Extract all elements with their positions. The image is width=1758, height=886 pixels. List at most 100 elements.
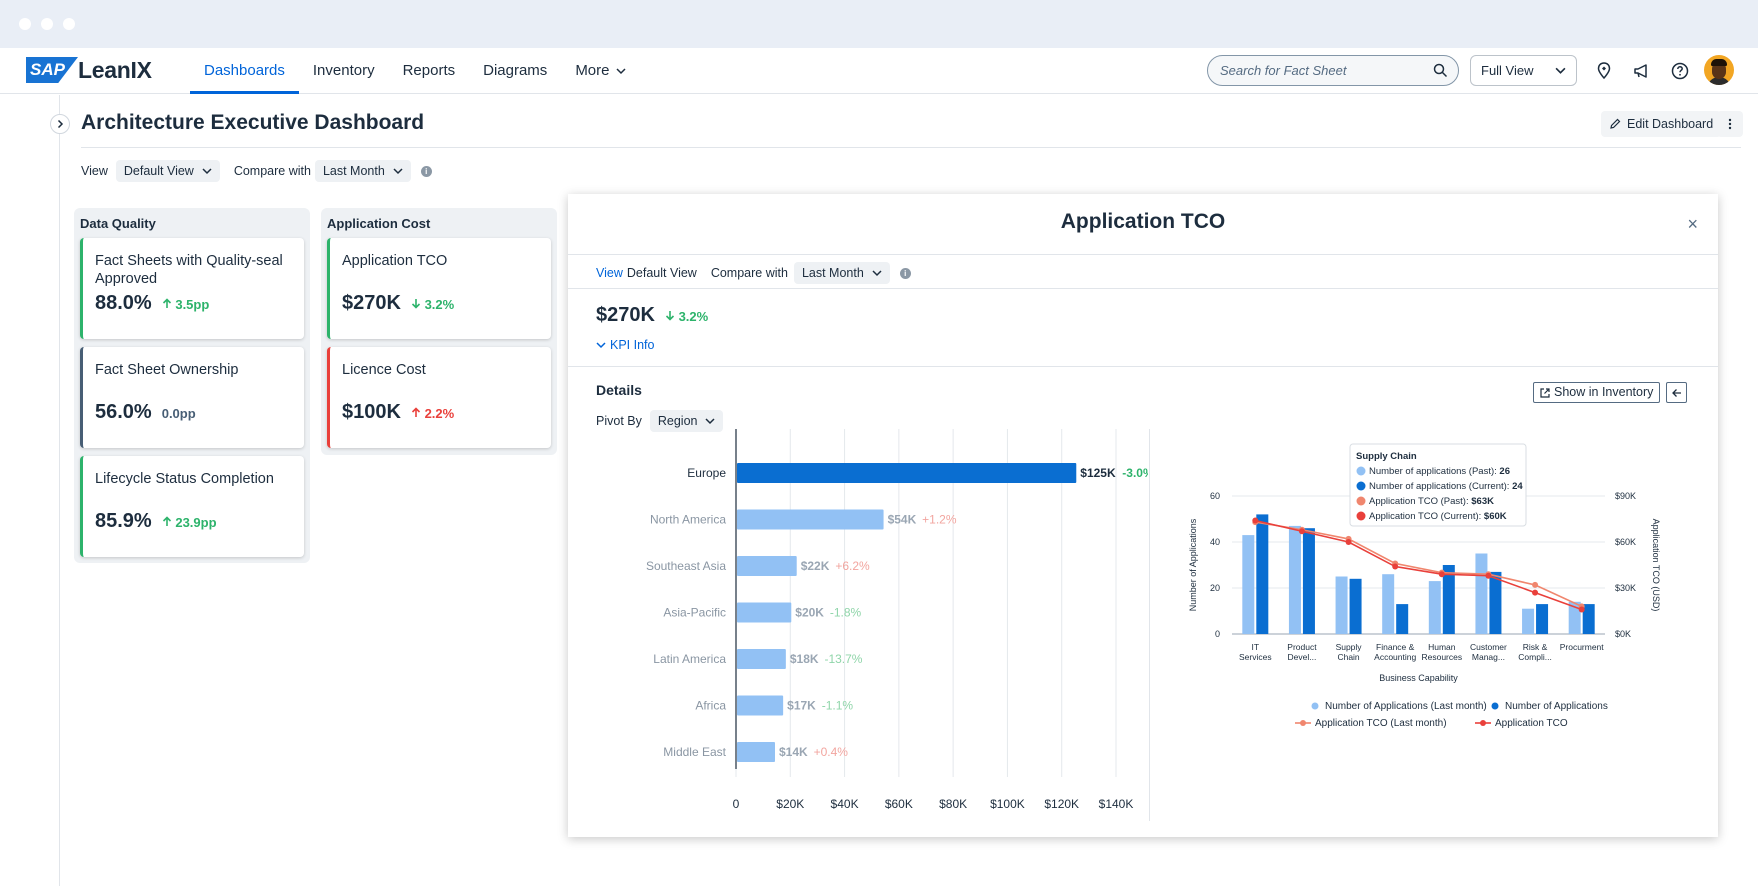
tooltip-box	[1349, 443, 1527, 527]
tooltip-title: Supply Chain	[1356, 451, 1417, 462]
search-icon[interactable]	[1433, 63, 1448, 78]
info-icon[interactable]: i	[420, 165, 432, 177]
tooltip-marker	[1356, 496, 1366, 506]
y2-tick-label: $0K	[1615, 629, 1631, 639]
chevron-down-icon	[596, 342, 606, 349]
series-line	[1255, 519, 1582, 611]
brand-name: LeanIX	[78, 56, 152, 83]
external-link-icon	[1540, 388, 1550, 398]
info-icon[interactable]: i	[899, 267, 911, 279]
window-dot-maximize[interactable]	[63, 18, 75, 30]
bar-change-label: +1.2%	[922, 513, 957, 527]
pivot-select-value: Region	[657, 414, 698, 428]
bar	[1475, 553, 1488, 634]
chevron-down-icon	[705, 418, 716, 425]
chevron-down-icon	[872, 270, 882, 277]
view-mode-select[interactable]: Full View	[1470, 55, 1577, 86]
avatar-face	[1712, 62, 1726, 79]
show-in-inventory-button[interactable]: Show in Inventory	[1533, 382, 1661, 403]
avatar-hair	[1711, 59, 1727, 66]
close-icon[interactable]: ×	[1687, 214, 1698, 234]
nav-dashboards[interactable]: Dashboards	[190, 48, 299, 94]
kpi-card-value: 85.9%	[95, 510, 152, 532]
bar	[1349, 578, 1362, 634]
megaphone-icon[interactable]	[1632, 61, 1652, 81]
leanix-logo[interactable]: SAP LeanIX	[26, 57, 152, 83]
bar-change-label: +0.4%	[814, 745, 849, 759]
line-point	[1345, 539, 1352, 545]
tooltip-row: Application TCO (Current): $60K	[1369, 511, 1507, 522]
nav-inventory[interactable]: Inventory	[299, 48, 389, 94]
main-nav: Dashboards Inventory Reports Diagrams Mo…	[190, 48, 640, 94]
category-label: Africa	[695, 699, 726, 713]
view-select[interactable]: Default View	[115, 160, 220, 182]
chevron-down-icon	[1555, 67, 1566, 74]
column-title: Data Quality	[80, 216, 156, 231]
edit-dashboard-label: Edit Dashboard	[1627, 117, 1714, 131]
x-tick-label: Finance & Accounting	[1374, 642, 1416, 662]
more-options-button[interactable]	[1717, 111, 1743, 137]
nav-more[interactable]: More	[561, 48, 639, 94]
tooltip-row-label: Application TCO (Current):	[1369, 511, 1484, 522]
nav-diagrams[interactable]: Diagrams	[469, 48, 561, 94]
legend-marker	[1491, 702, 1499, 710]
back-button[interactable]	[1666, 382, 1687, 403]
arrow-up-icon	[411, 407, 421, 417]
location-pin-icon[interactable]	[1594, 61, 1614, 81]
compare-select-value: Last Month	[322, 164, 385, 178]
kpi-card-delta: 23.9pp	[162, 515, 217, 530]
kpi-card-delta: 3.2%	[411, 297, 454, 312]
top-bar: SAP LeanIX Dashboards Inventory Reports …	[0, 48, 1758, 94]
help-icon[interactable]	[1670, 61, 1690, 81]
y-tick-label: 20	[1210, 583, 1220, 593]
nav-reports[interactable]: Reports	[389, 48, 470, 94]
nav-label: Reports	[402, 62, 456, 79]
tooltip-row-value: 26	[1499, 466, 1510, 477]
user-avatar[interactable]	[1704, 55, 1734, 85]
x-tick-label: $140K	[1099, 797, 1134, 811]
tooltip-row: Number of applications (Current): 24	[1369, 481, 1523, 492]
y2-tick-label: $60K	[1615, 537, 1636, 547]
x-tick-label: 0	[733, 797, 740, 811]
bar	[1568, 601, 1581, 634]
search-input[interactable]: Search for Fact Sheet	[1207, 55, 1459, 86]
bar-change-label: -3.0%	[1122, 466, 1148, 480]
x-tick-label: Risk & Compli...	[1518, 642, 1552, 662]
x-tick-label: $60K	[885, 797, 913, 811]
line-point	[1392, 563, 1399, 570]
panel-view-value[interactable]: Default View	[626, 266, 697, 280]
kpi-info-toggle[interactable]: KPI Info	[596, 338, 654, 352]
column-title: Application Cost	[327, 216, 431, 231]
bar-change-label: -13.7%	[824, 652, 862, 666]
view-mode-value: Full View	[1481, 63, 1534, 78]
show-in-inventory-label: Show in Inventory	[1554, 385, 1654, 399]
category-label: North America	[650, 513, 726, 527]
kpi-card-delta-value: 3.5pp	[175, 297, 210, 312]
tooltip-row: Number of applications (Past): 26	[1369, 466, 1510, 477]
kpi-card-delta-value: 2.2%	[424, 406, 455, 421]
window-dot-minimize[interactable]	[41, 18, 53, 30]
arrow-up-icon	[162, 516, 171, 526]
bar	[1428, 581, 1441, 634]
edit-dashboard-button[interactable]: Edit Dashboard	[1601, 111, 1722, 137]
bar-value-label: $22K	[801, 559, 830, 573]
tooltip-marker	[1356, 466, 1366, 476]
kpi-card-licence-cost[interactable]: Licence Cost $100K 2.2%	[327, 347, 551, 448]
panel-compare-select[interactable]: Last Month	[793, 262, 890, 284]
sidebar-expand-button[interactable]	[50, 114, 70, 134]
window-dot-close[interactable]	[19, 18, 31, 30]
nav-label: More	[575, 62, 610, 79]
nav-label: Inventory	[312, 62, 375, 79]
line-point	[1252, 517, 1259, 524]
pivot-select[interactable]: Region	[649, 410, 724, 432]
kpi-card-title: Licence Cost	[342, 362, 426, 378]
kpi-card-application-tco[interactable]: Application TCO $270K 3.2%	[327, 238, 551, 339]
search-placeholder: Search for Fact Sheet	[1220, 63, 1347, 78]
line-point	[1485, 572, 1492, 579]
chevron-right-icon	[57, 119, 64, 129]
kpi-card-ownership[interactable]: Fact Sheet Ownership 56.0% 0.0pp	[80, 347, 304, 448]
kpi-card-lifecycle[interactable]: Lifecycle Status Completion 85.9% 23.9pp	[80, 456, 304, 557]
compare-select[interactable]: Last Month	[314, 160, 411, 182]
kpi-card-quality-seal[interactable]: Fact Sheets with Quality-seal Approved 8…	[80, 238, 304, 339]
kpi-card-delta-value: 23.9pp	[175, 515, 217, 530]
